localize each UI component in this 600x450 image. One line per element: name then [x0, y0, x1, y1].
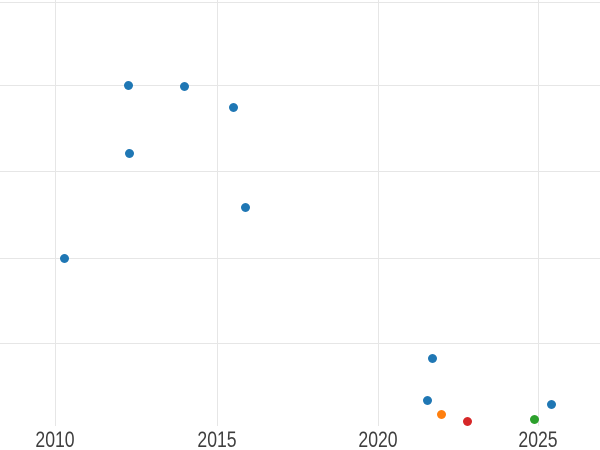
vertical-gridline: [537, 0, 539, 426]
horizontal-gridline: [0, 257, 600, 259]
data-point-orange-point: [436, 409, 446, 419]
data-point-blue-points: [427, 353, 437, 363]
x-tick-label: 2025: [518, 427, 558, 450]
data-point-blue-points: [240, 202, 250, 212]
horizontal-gridline: [0, 84, 600, 86]
x-tick-label: 2015: [197, 427, 237, 450]
x-tick-label: 2010: [35, 427, 75, 450]
data-point-blue-points: [180, 81, 189, 91]
data-point-blue-points: [546, 399, 556, 409]
horizontal-gridline: [0, 171, 600, 172]
vertical-gridline: [216, 0, 218, 426]
data-point-blue-points: [422, 395, 432, 405]
data-point-blue-points: [59, 253, 69, 263]
vertical-gridline: [54, 0, 56, 426]
data-point-red-point: [462, 416, 472, 426]
data-point-blue-points: [124, 80, 133, 90]
data-point-blue-points: [124, 148, 134, 158]
data-point-green-point: [529, 414, 539, 424]
vertical-gridline: [377, 0, 379, 426]
x-tick-label: 2020: [358, 427, 398, 450]
horizontal-gridline: [0, 342, 600, 344]
data-point-blue-points: [228, 102, 238, 112]
horizontal-gridline: [0, 1, 600, 3]
